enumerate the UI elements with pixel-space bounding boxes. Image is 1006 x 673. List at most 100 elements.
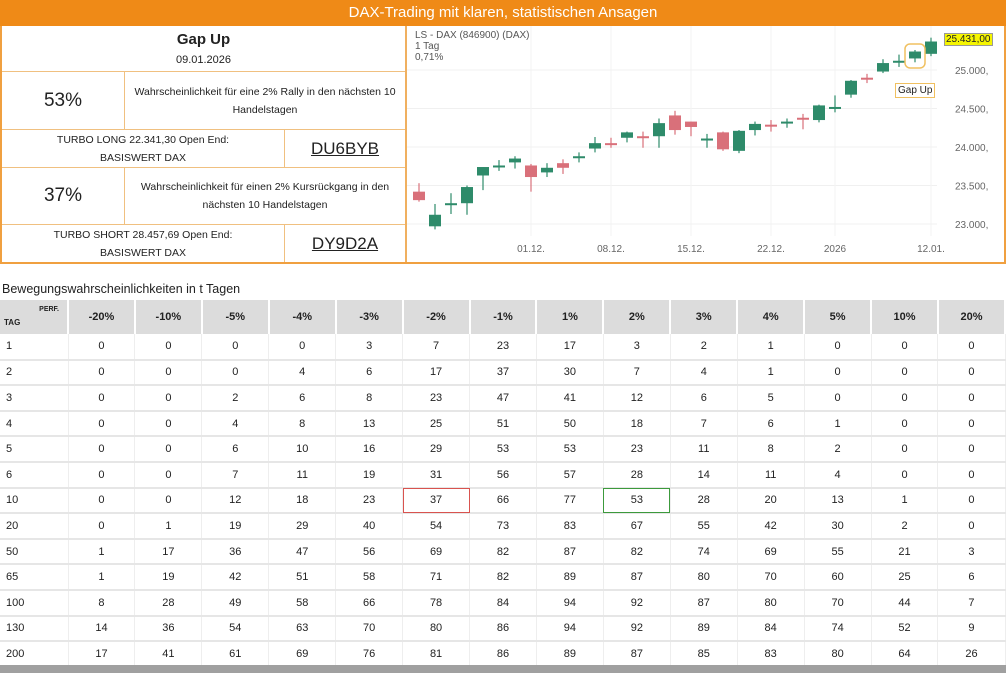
probability-cell: 28 bbox=[134, 589, 203, 617]
x-tick-label: 22.12. bbox=[757, 244, 785, 255]
probability-cell: 19 bbox=[201, 513, 270, 540]
probability-cell: 0 bbox=[871, 385, 939, 412]
candle-body bbox=[413, 191, 425, 201]
x-tick-label: 12.01. bbox=[917, 244, 945, 255]
chart-canvas: 25.000, 24.500, 24.000, 23.500, 23.000, 01.12… bbox=[407, 26, 988, 255]
probability-cell: 80 bbox=[804, 641, 872, 668]
probability-cell: 23 bbox=[603, 436, 671, 463]
short-product-code-link[interactable]: DY9D2A bbox=[311, 233, 379, 253]
candle-body bbox=[541, 167, 553, 173]
probability-cell: 83 bbox=[737, 641, 805, 668]
probability-cell: 19 bbox=[335, 461, 404, 489]
probability-cell: 19 bbox=[134, 564, 203, 591]
row-tag: 2 bbox=[0, 359, 69, 387]
column-header: -1% bbox=[469, 300, 538, 334]
gap-up-annotation: Gap Up bbox=[895, 83, 936, 98]
probability-cell: 28 bbox=[670, 487, 738, 515]
probability-cell: 6 bbox=[201, 436, 270, 463]
chart-legend: LS - DAX (846900) (DAX) 1 Tag 0,71% bbox=[415, 30, 530, 63]
probability-cell: 12 bbox=[603, 385, 671, 412]
probability-cell: 86 bbox=[469, 641, 537, 668]
probability-cell: 0 bbox=[134, 410, 203, 438]
probability-cell: 51 bbox=[268, 564, 337, 591]
probability-cell: 21 bbox=[871, 538, 939, 566]
probability-cell: 92 bbox=[603, 589, 671, 617]
y-tick-label: 23.500, bbox=[955, 182, 988, 193]
probability-cell: 74 bbox=[804, 615, 872, 643]
probability-cell: 53 bbox=[469, 436, 537, 463]
probability-cell: 30 bbox=[804, 513, 872, 540]
probability-cell: 92 bbox=[603, 615, 671, 643]
probability-cell: 0 bbox=[68, 385, 136, 412]
candle-body bbox=[605, 143, 617, 146]
candle-body bbox=[845, 80, 857, 95]
probability-cell: 80 bbox=[402, 615, 471, 643]
probability-cell: 17 bbox=[402, 359, 471, 387]
candle-body bbox=[893, 60, 905, 63]
probability-cell: 70 bbox=[804, 589, 872, 617]
probability-cell: 6 bbox=[670, 385, 738, 412]
probability-cell: 4 bbox=[201, 410, 270, 438]
candle-body bbox=[637, 136, 649, 139]
probability-cell: 0 bbox=[134, 334, 203, 361]
column-header: 2% bbox=[603, 300, 672, 334]
x-tick-label: 15.12. bbox=[677, 244, 705, 255]
probability-cell: 23 bbox=[335, 487, 404, 515]
probability-cell: 0 bbox=[134, 436, 203, 463]
probability-cell: 5 bbox=[737, 385, 805, 412]
row-tag: 100 bbox=[0, 589, 69, 617]
probability-cell: 36 bbox=[201, 538, 270, 566]
probability-cell: 0 bbox=[804, 385, 872, 412]
probability-cell: 30 bbox=[536, 359, 604, 387]
horizontal-scrollbar[interactable] bbox=[0, 665, 1006, 673]
probability-cell: 87 bbox=[670, 589, 738, 617]
probability-cell: 56 bbox=[469, 461, 537, 489]
probability-cell: 41 bbox=[536, 385, 604, 412]
probability-cell: 6 bbox=[937, 564, 1006, 591]
probability-cell: 8 bbox=[68, 589, 136, 617]
row-tag: 5 bbox=[0, 436, 69, 463]
probability-cell: 10 bbox=[268, 436, 337, 463]
probability-cell: 47 bbox=[469, 385, 537, 412]
probability-cell: 0 bbox=[937, 359, 1006, 387]
x-tick-label: 2026 bbox=[824, 244, 847, 255]
y-tick-label: 25.000, bbox=[955, 66, 988, 77]
candle-body bbox=[733, 130, 745, 151]
probability-cell: 51 bbox=[469, 410, 537, 438]
candle-body bbox=[813, 105, 825, 121]
probability-cell: 0 bbox=[871, 334, 939, 361]
probability-cell: 8 bbox=[737, 436, 805, 463]
table-row: 20 0 1 19 29 40 54 73 83 67 55 42 30 2 0 bbox=[0, 513, 1006, 540]
column-header: -2% bbox=[402, 300, 471, 334]
probability-cell: 77 bbox=[536, 487, 604, 515]
probability-cell: 0 bbox=[268, 334, 337, 361]
probability-cell: 7 bbox=[402, 334, 471, 361]
probability-cell: 82 bbox=[603, 538, 671, 566]
probability-cell: 1 bbox=[871, 487, 939, 515]
column-header: 20% bbox=[937, 300, 1006, 334]
candle-body bbox=[829, 106, 841, 109]
long-product-code-link[interactable]: DU6BYB bbox=[285, 130, 405, 168]
candlestick-chart[interactable]: 25.000, 24.500, 24.000, 23.500, 23.000, 01.12… bbox=[407, 26, 1004, 262]
probability-cell: 0 bbox=[68, 359, 136, 387]
probability-cell: 0 bbox=[68, 461, 136, 489]
long-probability: 53% bbox=[2, 72, 125, 130]
probability-cell: 9 bbox=[937, 615, 1006, 643]
candle-body bbox=[861, 77, 873, 80]
probability-cell: 7 bbox=[201, 461, 270, 489]
signal-heading: Gap Up 09.01.2026 bbox=[2, 26, 405, 72]
probability-cell: 3 bbox=[937, 538, 1006, 566]
probability-cell: 1 bbox=[68, 564, 136, 591]
signal-panel: Gap Up 09.01.2026 53% Wahrscheinlichkeit… bbox=[0, 26, 1006, 264]
row-tag: 1 bbox=[0, 334, 69, 361]
probability-cell: 87 bbox=[603, 564, 671, 591]
probability-cell: 0 bbox=[937, 334, 1006, 361]
probability-cell: 49 bbox=[201, 589, 270, 617]
last-price-label: 25.431,00 bbox=[944, 33, 993, 46]
probability-cell: 55 bbox=[804, 538, 872, 566]
probability-cell: 17 bbox=[536, 334, 604, 361]
probability-cell: 23 bbox=[469, 334, 537, 361]
probability-cell: 2 bbox=[871, 513, 939, 540]
probability-cell: 81 bbox=[402, 641, 471, 668]
probability-cell: 0 bbox=[201, 359, 270, 387]
